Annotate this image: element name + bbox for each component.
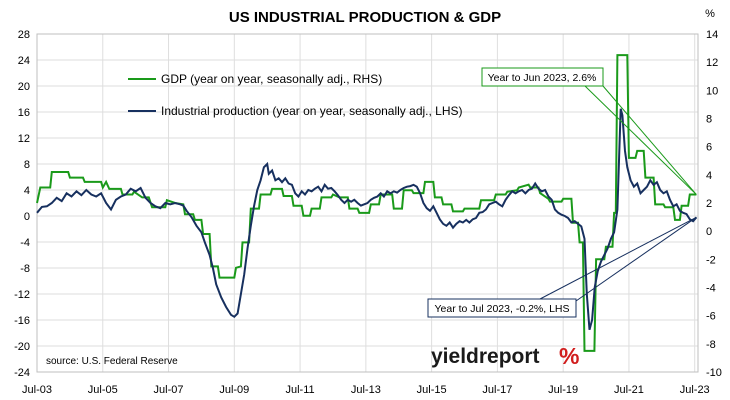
annotation-gdp-text: Year to Jun 2023, 2.6%: [488, 72, 597, 84]
left-axis-tick-label: 4: [24, 185, 30, 197]
annotation-gdp-leader: [602, 85, 697, 195]
annotation-ip-box: [427, 298, 577, 318]
annotation-gdp-box: [481, 67, 604, 87]
x-axis-tick-label: Jul-21: [614, 384, 644, 396]
right-axis-tick-label: 2: [706, 198, 712, 210]
left-axis-tick-label: -24: [14, 367, 30, 379]
x-axis-tick-label: Jul-09: [219, 384, 249, 396]
left-axis-tick-label: 0: [24, 211, 30, 223]
logo-wordmark: yieldreport: [431, 345, 540, 368]
right-axis-tick-label: -10: [706, 367, 722, 379]
right-axis-tick-label: 14: [706, 29, 718, 41]
right-axis-tick-label: 8: [706, 114, 712, 126]
legend-label-industrial-production: Industrial production (year on year, sea…: [161, 104, 463, 118]
annotation-ip-leader: [539, 216, 697, 300]
yieldreport-logo: yieldreport %: [431, 343, 579, 369]
left-axis-tick-label: -8: [20, 263, 30, 275]
x-axis-tick-label: Jul-07: [154, 384, 184, 396]
series-line-industrial-production: [36, 108, 698, 331]
chart-title: US INDUSTRIAL PRODUCTION & GDP: [229, 9, 501, 26]
x-axis-tick-label: Jul-05: [88, 384, 118, 396]
left-axis-tick-label: -12: [14, 289, 30, 301]
left-axis-tick-label: -4: [20, 237, 30, 249]
x-axis-tick-label: Jul-11: [286, 384, 315, 396]
annotation-ip-text: Year to Jul 2023, -0.2%, LHS: [434, 303, 569, 315]
right-axis-tick-label: -6: [706, 311, 716, 323]
logo-percent-mark: %: [559, 343, 579, 369]
right-axis-tick-label: 6: [706, 142, 712, 154]
right-axis: 14 12 10 8 6 4 2 0 -2 -4 -6 -8 -10: [706, 29, 722, 379]
left-axis-tick-label: 24: [18, 55, 30, 67]
annotation-gdp: Year to Jun 2023, 2.6%: [481, 67, 697, 195]
right-axis-tick-label: 4: [706, 170, 712, 182]
right-axis-tick-label: -2: [706, 254, 716, 266]
right-axis-tick-label: 12: [706, 57, 718, 69]
x-axis-tick-label: Jul-15: [417, 384, 447, 396]
left-axis-tick-label: -20: [14, 341, 30, 353]
right-axis-unit: %: [705, 8, 715, 20]
x-axis-tick-label: Jul-17: [482, 384, 512, 396]
annotation-gdp-leader: [584, 85, 697, 195]
annotation-industrial-production: Year to Jul 2023, -0.2%, LHS: [427, 216, 697, 318]
x-axis: Jul-03 Jul-05 Jul-07 Jul-09 Jul-11 Jul-13 Jul-…: [22, 384, 710, 396]
left-axis-tick-label: 20: [18, 81, 30, 93]
x-axis-tick-label: Jul-23: [680, 384, 710, 396]
left-axis-tick-label: -16: [14, 315, 30, 327]
legend: GDP (year on year, seasonally adj., RHS)…: [128, 72, 463, 118]
right-axis-tick-label: 10: [706, 85, 718, 97]
right-axis-tick-label: -4: [706, 283, 716, 295]
left-axis: 28 24 20 16 12 8 4 0 -4 -8 -12 -16 -20 -24: [14, 29, 30, 379]
left-axis-tick-label: 12: [18, 133, 30, 145]
right-axis-tick-label: 0: [706, 226, 712, 238]
legend-label-gdp: GDP (year on year, seasonally adj., RHS): [161, 72, 382, 86]
x-axis-tick-label: Jul-03: [22, 384, 52, 396]
x-axis-tick-label: Jul-13: [351, 384, 381, 396]
left-axis-tick-label: 16: [18, 107, 30, 119]
left-axis-tick-label: 28: [18, 29, 30, 41]
right-axis-tick-label: -8: [706, 339, 716, 351]
source-note: source: U.S. Federal Reserve: [46, 356, 178, 367]
x-axis-tick-label: Jul-19: [548, 384, 578, 396]
left-axis-tick-label: 8: [24, 159, 30, 171]
annotation-ip-leader: [575, 216, 697, 302]
